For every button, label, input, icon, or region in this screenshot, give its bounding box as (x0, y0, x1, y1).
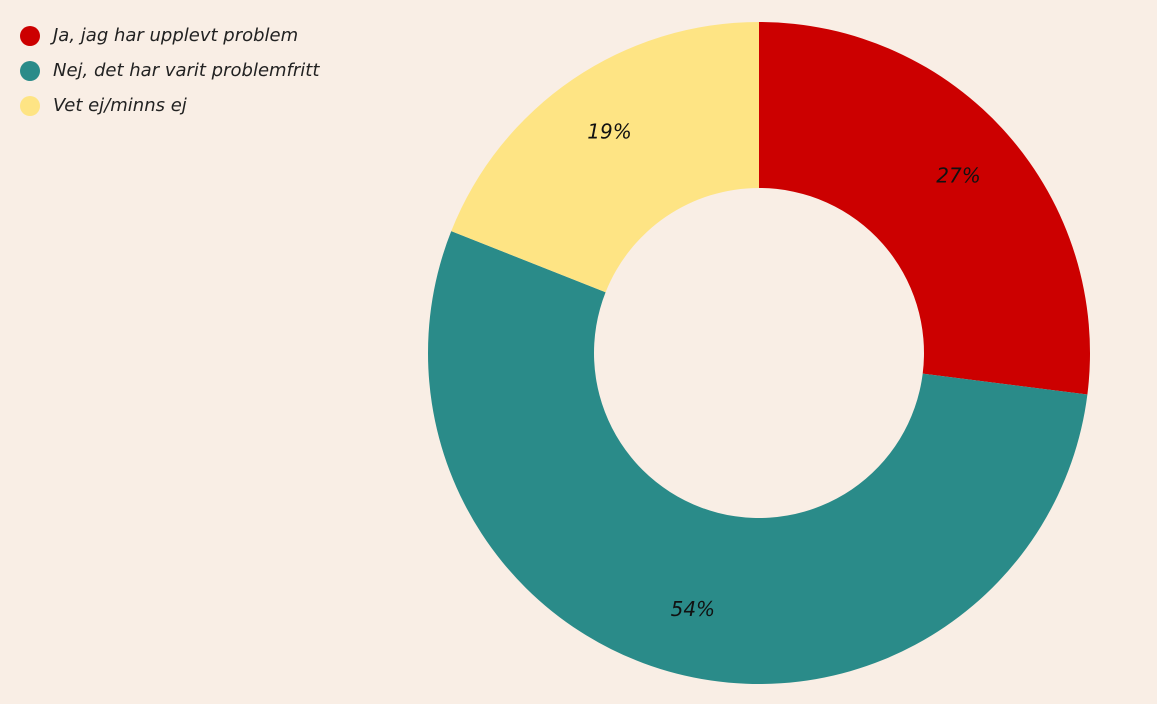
legend-swatch-no-problems (20, 60, 40, 81)
legend-swatch-dont-know (20, 95, 40, 116)
legend-label-dont-know: Vet ej/minns ej (53, 95, 187, 116)
slice-label-yes-problems: 27% (936, 164, 980, 188)
legend-item-no-problems[interactable]: Nej, det har varit problemfritt (20, 53, 319, 88)
legend-item-yes-problems[interactable]: Ja, jag har upplevt problem (20, 18, 319, 53)
donut-slice-no-problems[interactable] (428, 231, 1088, 684)
legend-label-yes-problems: Ja, jag har upplevt problem (53, 25, 299, 46)
slice-label-dont-know: 19% (587, 119, 631, 143)
legend-swatch-yes-problems (20, 25, 40, 46)
slice-label-no-problems: 54% (671, 597, 715, 621)
legend-label-no-problems: Nej, det har varit problemfritt (53, 60, 320, 81)
legend-item-dont-know[interactable]: Vet ej/minns ej (20, 88, 319, 123)
chart-legend: Ja, jag har upplevt problem Nej, det har… (20, 18, 319, 123)
donut-slice-dont-know[interactable] (451, 22, 759, 293)
donut-slice-yes-problems[interactable] (759, 22, 1090, 395)
